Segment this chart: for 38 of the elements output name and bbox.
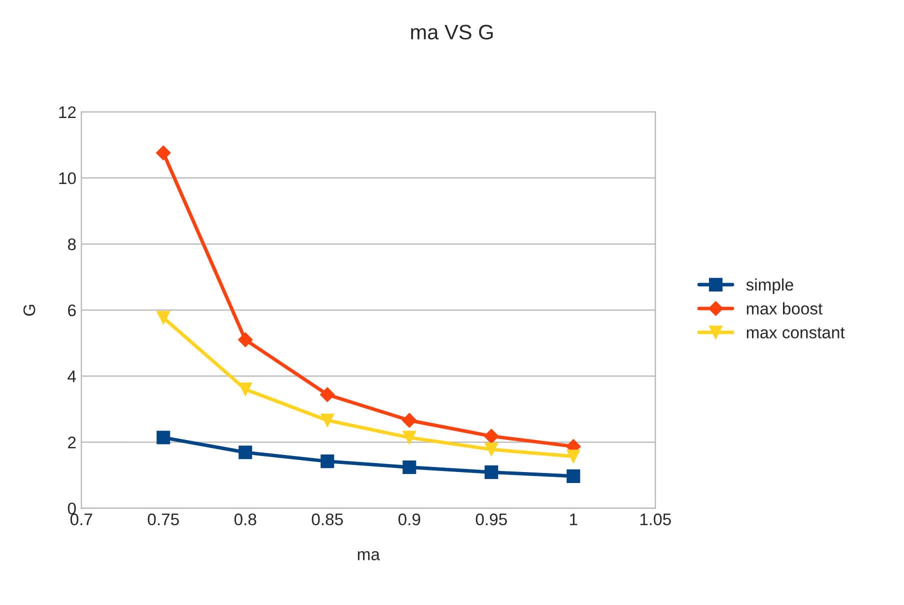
y-tick-label: 8	[68, 238, 76, 250]
point	[484, 442, 498, 456]
point	[484, 465, 498, 479]
x-tick-label: 0.85	[312, 514, 343, 526]
y-tick-label: 12	[59, 106, 76, 118]
point	[320, 387, 335, 402]
point	[402, 430, 416, 444]
chart-title: ma VS G	[411, 24, 493, 40]
point	[402, 412, 417, 428]
point	[320, 454, 334, 468]
point	[238, 446, 252, 460]
point	[156, 310, 170, 324]
y-tick-label: 10	[59, 172, 76, 184]
legend-label: max boost	[746, 302, 823, 315]
point	[402, 460, 416, 474]
x-tick-label: 1.05	[640, 514, 671, 526]
x-tick-label: 1	[570, 514, 578, 526]
point	[484, 428, 499, 444]
x-tick-label: 0.95	[476, 514, 507, 526]
x-tick-label: 0.75	[148, 514, 179, 526]
y-tick-label: 2	[68, 436, 76, 448]
x-tick-label: 0.7	[70, 514, 92, 526]
y-tick-label: 4	[68, 370, 76, 382]
point	[566, 450, 580, 464]
legend-label: simple	[746, 278, 794, 294]
point	[238, 382, 252, 396]
x-tick-label: 0.9	[398, 514, 420, 526]
point	[156, 430, 170, 444]
point	[238, 332, 253, 348]
point	[320, 414, 334, 428]
y-tick-label: 0	[68, 502, 76, 514]
legend-label: max constant	[746, 327, 845, 338]
point	[566, 469, 580, 483]
y-tick-label: 6	[68, 304, 76, 316]
point	[156, 145, 171, 160]
x-tick-label: 0.8	[234, 514, 256, 526]
x-axis-title: ma	[358, 551, 380, 560]
y-axis-title: G	[23, 304, 36, 316]
